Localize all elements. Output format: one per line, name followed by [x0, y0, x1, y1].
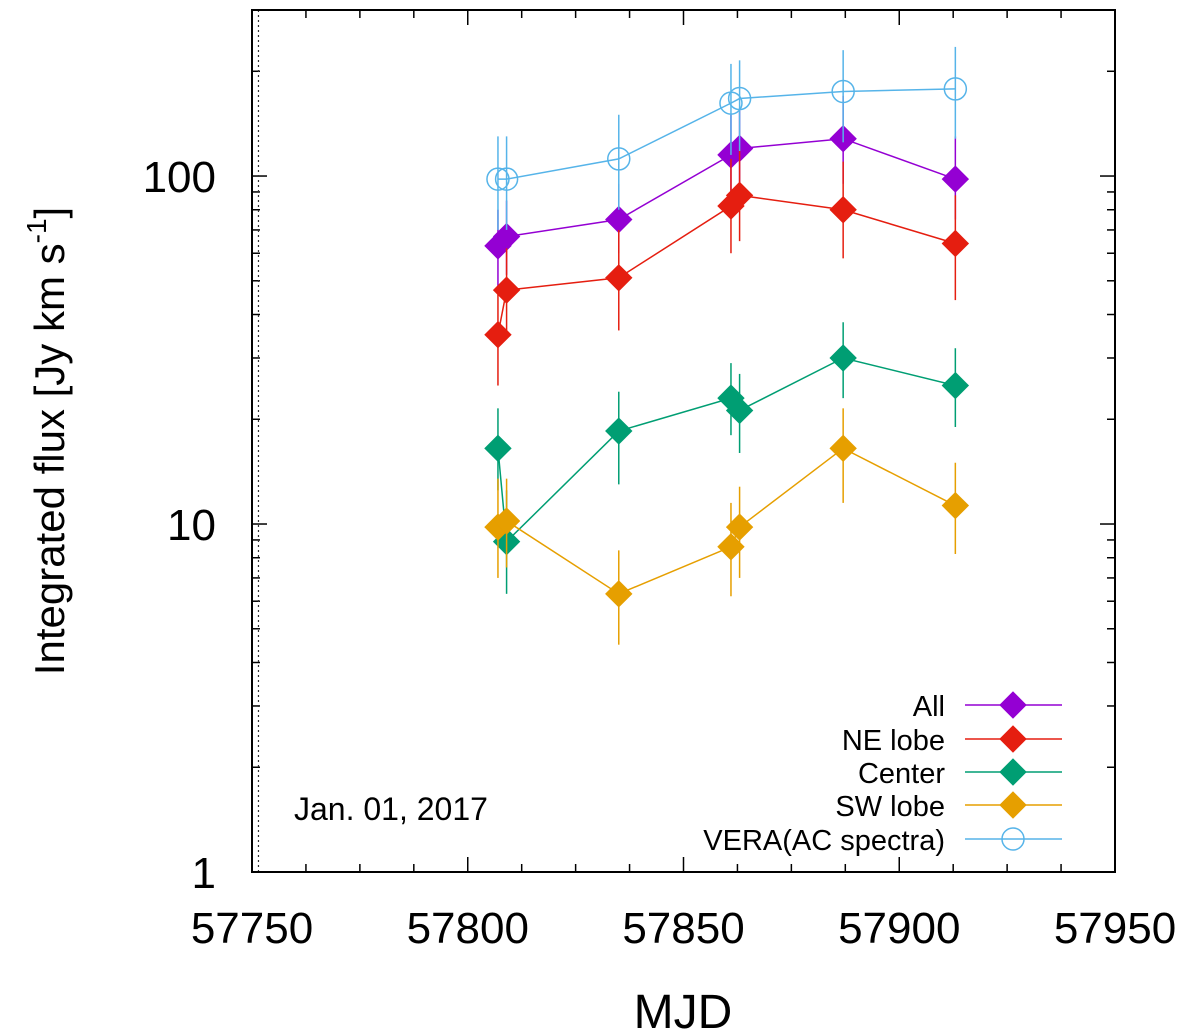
legend-label: VERA(AC spectra): [703, 825, 945, 857]
date-annotation: Jan. 01, 2017: [294, 791, 488, 827]
data-point: [941, 165, 970, 193]
data-point: [941, 371, 970, 400]
data-point: [829, 196, 857, 224]
data-point: [829, 434, 857, 463]
legend-marker: [999, 758, 1027, 786]
series-layer: [484, 46, 970, 645]
x-tick-label: 57900: [838, 904, 960, 953]
y-tick-label: 100: [143, 153, 216, 202]
series-all: [484, 95, 970, 287]
data-point: [605, 417, 633, 445]
series-ne-lobe: [484, 148, 970, 386]
x-tick-label: 57850: [622, 904, 744, 953]
y-tick-label: 1: [192, 849, 216, 898]
y-axis-label-end: ]: [26, 207, 73, 219]
data-point: [605, 580, 633, 608]
data-point: [941, 229, 970, 258]
x-tick-label: 57950: [1054, 904, 1176, 953]
data-point: [486, 167, 510, 191]
y-axis-label: Integrated flux [Jy km s-1]: [21, 207, 73, 675]
plot-frame: [251, 9, 1116, 873]
data-point: [605, 205, 633, 234]
series-sw-lobe: [484, 408, 970, 645]
series-line: [497, 357, 956, 544]
data-point: [484, 434, 512, 463]
data-point: [725, 513, 754, 541]
data-point: [725, 181, 754, 210]
y-tick-label: 10: [167, 501, 216, 550]
series-line: [497, 88, 956, 180]
series-line: [497, 194, 956, 335]
legend-marker: [999, 791, 1027, 819]
data-point: [607, 147, 631, 171]
data-point: [725, 396, 754, 425]
data-point: [484, 320, 512, 349]
y-axis-label-main: Integrated flux [Jy km s: [26, 243, 73, 675]
x-tick-label: 57750: [191, 904, 313, 953]
axis-ticks: [251, 9, 1116, 873]
data-point: [605, 264, 633, 292]
data-point: [943, 77, 968, 101]
x-tick-label: 57800: [407, 904, 529, 953]
data-point: [494, 167, 519, 191]
y-axis-label-superscript: -1: [21, 218, 52, 243]
y-tick-labels: 1 10 100: [143, 153, 216, 898]
series-line: [497, 447, 956, 595]
legend-marker: [1001, 827, 1025, 851]
data-point: [831, 79, 855, 104]
legend-marker: [999, 725, 1027, 753]
legend-label: NE lobe: [842, 725, 945, 757]
x-axis-label: MJD: [634, 986, 733, 1034]
data-point: [492, 276, 521, 304]
legend-label: All: [913, 691, 945, 723]
legend-marker: [999, 691, 1027, 719]
x-tick-labels: 57750 57800 57850 57900 57950: [191, 904, 1176, 953]
data-point: [941, 491, 970, 520]
legend-label: Center: [858, 758, 945, 790]
data-point: [492, 507, 521, 535]
data-point: [717, 533, 745, 561]
legend-label: SW lobe: [835, 791, 945, 823]
data-point: [727, 86, 752, 111]
data-point: [829, 344, 857, 372]
series-vera-ac-spectra-: [486, 46, 968, 230]
